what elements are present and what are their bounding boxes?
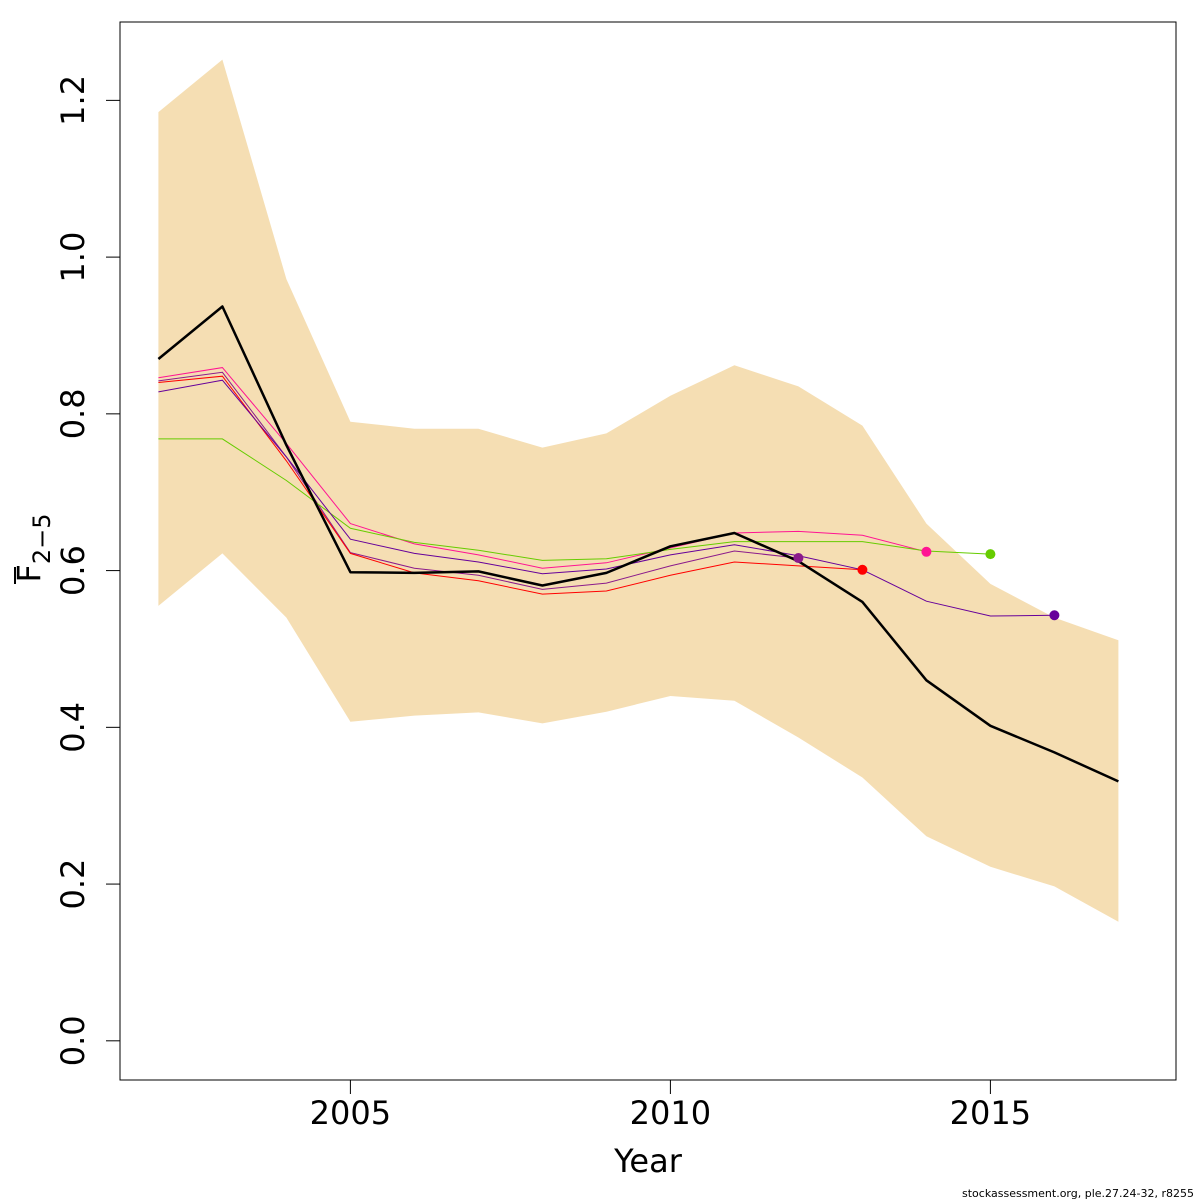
y-tick-label: 1.2	[54, 75, 92, 126]
retro-series-line-4	[158, 438, 991, 561]
y-axis-title-text: F2−5	[10, 513, 56, 582]
y-tick-label: 0.2	[54, 859, 92, 910]
retro-series-line-1	[158, 371, 799, 590]
y-tick-label: 0.0	[54, 1015, 92, 1066]
confidence-band	[158, 59, 1119, 922]
y-axis-title: F2−5	[10, 513, 56, 584]
y-tick-label: 0.4	[54, 702, 92, 753]
y-tick-label: 1.0	[54, 232, 92, 283]
retro-series-endpoint-1	[793, 553, 804, 564]
retro-series-endpoint-3	[921, 546, 932, 557]
main-series-layer	[157, 305, 1119, 783]
y-axis-title-subscript: 2−5	[28, 513, 56, 564]
x-tick-label: 2005	[310, 1094, 391, 1132]
retro-series-line-2	[158, 375, 863, 595]
x-tick-label: 2015	[950, 1094, 1031, 1132]
x-axis: 2005 2010 2015	[310, 1079, 1031, 1132]
main-series-line	[157, 305, 1119, 783]
y-axis-title-main: F	[10, 564, 48, 582]
terminal-points-layer	[793, 546, 1060, 621]
y-tick-label: 0.6	[54, 545, 92, 596]
footer-credit: stockassessment.org, ple.27.24-32, r8255	[962, 1187, 1194, 1200]
retro-series-line-5	[158, 379, 1055, 617]
retro-series-endpoint-4	[985, 549, 996, 560]
y-tick-label: 0.8	[54, 388, 92, 439]
y-axis: 0.0 0.2 0.4 0.6 0.8 1.0 1.2	[54, 75, 121, 1066]
retro-series-endpoint-5	[1049, 610, 1060, 621]
confidence-band-layer	[158, 59, 1119, 922]
x-tick-label: 2010	[630, 1094, 711, 1132]
x-axis-title: Year	[613, 1142, 683, 1180]
retro-series-endpoint-2	[857, 564, 868, 575]
